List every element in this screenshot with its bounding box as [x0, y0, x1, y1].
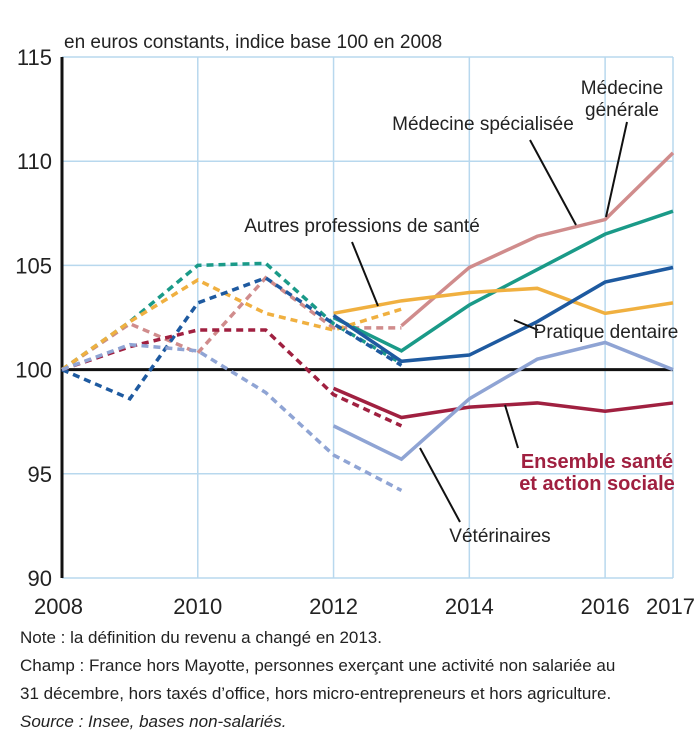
x-tick-label: 2016 — [581, 594, 630, 619]
leader-line — [504, 404, 519, 449]
x-tick-label: 2008 — [34, 594, 83, 619]
chart-title: en euros constants, indice base 100 en 2… — [64, 32, 442, 53]
x-tick-label: 2017 — [646, 594, 695, 619]
line-dashed — [60, 261, 403, 372]
line — [332, 209, 674, 353]
y-tick-label: 90 — [28, 566, 52, 591]
series-label: Autres professions de santé — [244, 216, 480, 237]
leader-line — [419, 447, 461, 523]
x-tick-label: 2012 — [309, 594, 358, 619]
leader-line — [605, 121, 628, 218]
series-label: Ensemble santé — [521, 451, 673, 473]
leader-line — [529, 139, 577, 226]
y-tick-label: 100 — [15, 358, 52, 383]
y-tick-label: 115 — [17, 45, 52, 70]
source: Source : Insee, bases non-salariés. — [20, 712, 286, 731]
line-dashed — [61, 328, 403, 428]
series-label: générale — [585, 100, 659, 121]
note: 31 décembre, hors taxés d’office, hors m… — [20, 684, 611, 703]
leader-line — [351, 241, 379, 307]
series-label: Pratique dentaire — [534, 322, 679, 343]
y-tick-label: 95 — [28, 462, 52, 487]
line — [332, 340, 674, 462]
note: Note : la définition du revenu a changé … — [20, 628, 382, 647]
series-label: et action sociale — [519, 473, 675, 495]
note: Champ : France hors Mayotte, personnes e… — [20, 656, 615, 675]
y-tick-label: 105 — [15, 253, 52, 278]
series-label: Vétérinaires — [449, 526, 550, 547]
series-label: Médecine — [581, 78, 663, 99]
x-tick-label: 2014 — [445, 594, 494, 619]
line — [333, 286, 674, 316]
line — [332, 265, 674, 364]
x-tick-label: 2010 — [173, 594, 222, 619]
line-dashed — [61, 275, 402, 372]
leader-line — [513, 319, 539, 331]
y-tick-label: 110 — [17, 149, 52, 174]
line — [332, 386, 674, 420]
line-dashed — [61, 275, 403, 401]
line — [400, 151, 675, 328]
series-label: Médecine spécialisée — [392, 114, 574, 135]
line-dashed — [61, 342, 403, 493]
